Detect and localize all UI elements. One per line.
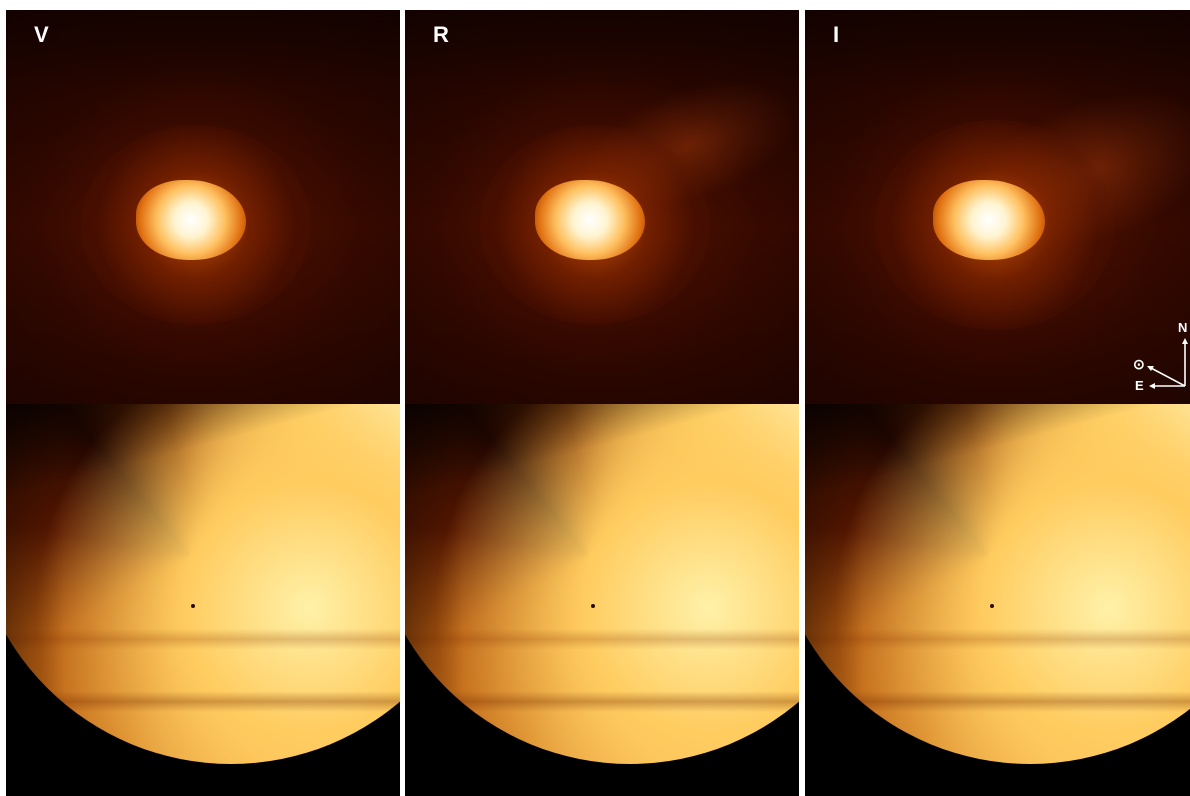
processed-disc [6,404,400,764]
disc-shadow [405,404,799,764]
vignette [6,10,400,404]
filter-label-v: V [34,22,49,47]
east-label: E [1135,378,1144,393]
panel-v-processed [6,404,400,796]
nucleus-marker [191,604,195,608]
vignette [805,10,1190,404]
disc-shadow [805,404,1190,764]
nucleus-marker [591,604,595,608]
vignette [405,10,799,404]
compass-arrows-icon [1147,338,1188,389]
panel-i-coma: I N ⊙ E [805,10,1190,404]
filter-label-i: I [833,22,840,47]
panel-v-coma: V [6,10,400,404]
panel-r-coma: R [405,10,799,404]
north-label: N [1178,320,1188,335]
panel-r-processed [405,404,799,796]
sun-direction-icon: ⊙ [1133,356,1145,372]
processed-disc [405,404,799,764]
orientation-compass: N ⊙ E [1123,320,1190,394]
filter-label-r: R [433,22,449,47]
disc-shadow [6,404,400,764]
processed-disc [805,404,1190,764]
panel-i-processed [805,404,1190,796]
nucleus-marker [990,604,994,608]
